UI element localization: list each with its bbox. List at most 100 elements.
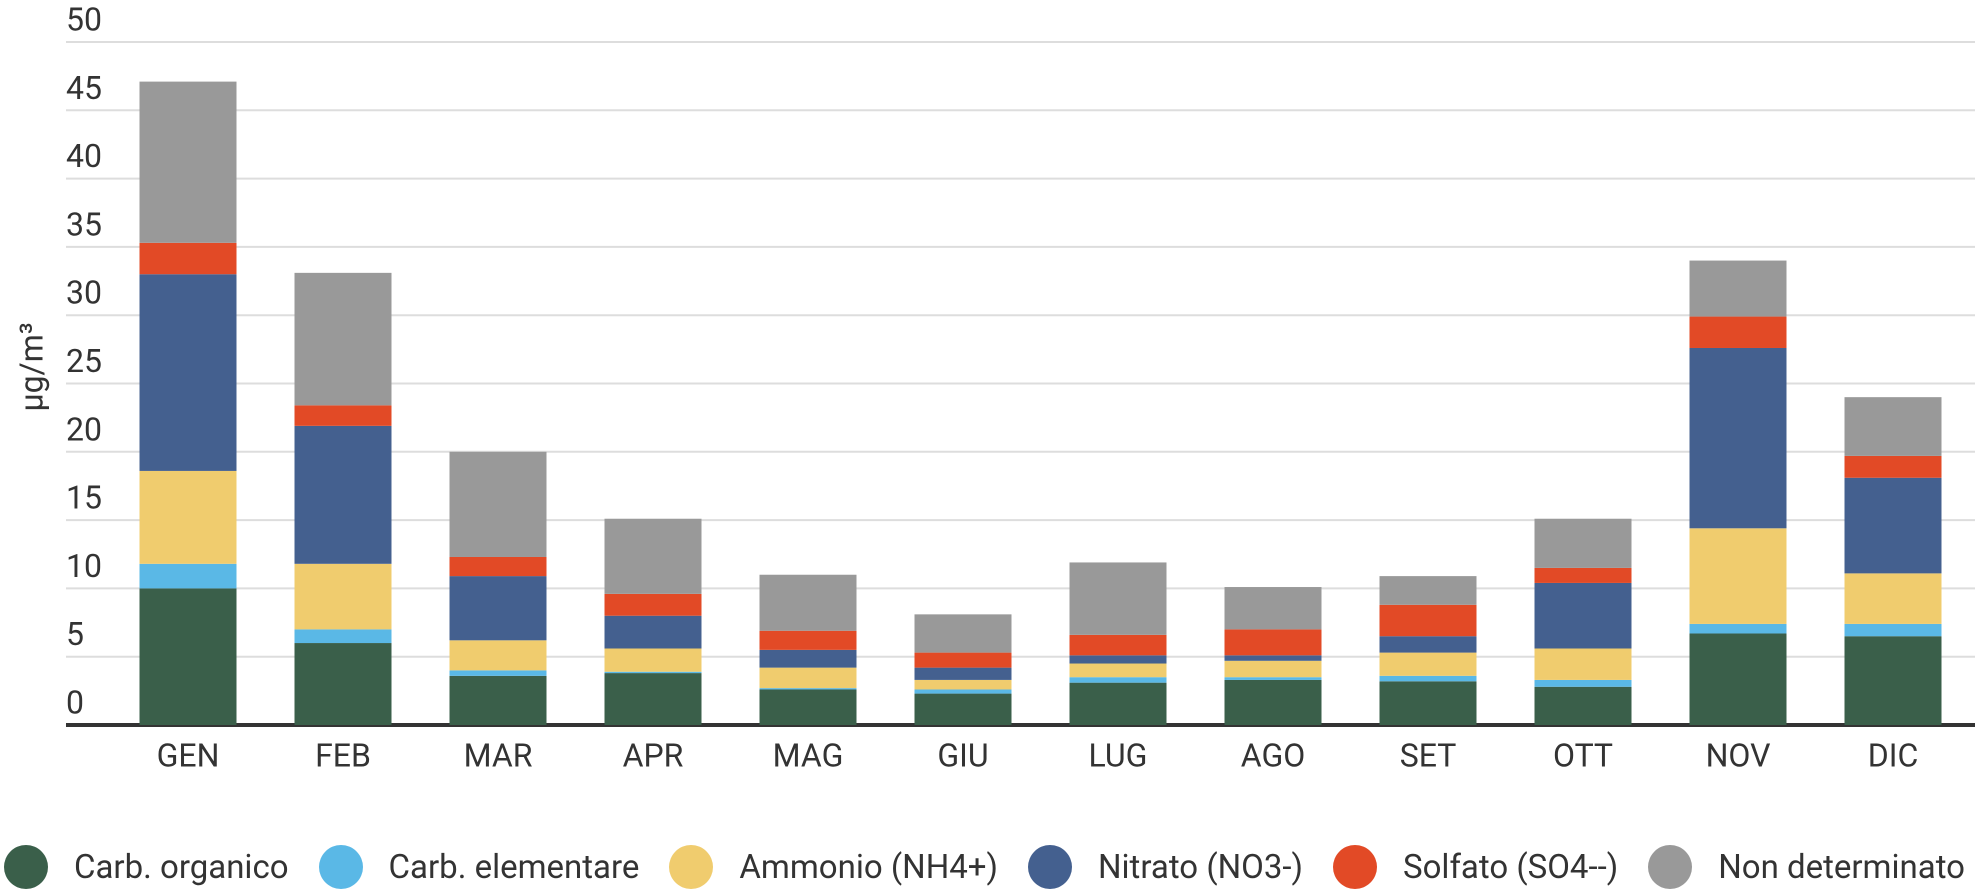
x-tick-label: GEN	[157, 736, 220, 774]
bar-segment	[140, 588, 237, 725]
bar-segment	[760, 668, 857, 688]
legend-item: Nitrato (NO3-)	[1028, 845, 1303, 889]
bar-segment	[760, 689, 857, 725]
bar-segment	[140, 243, 237, 274]
bar-segment	[605, 616, 702, 649]
legend-swatch	[1333, 845, 1377, 889]
legend-item: Ammonio (NH4+)	[669, 845, 998, 889]
bar-segment	[1535, 583, 1632, 649]
bar-segment	[295, 273, 392, 406]
y-tick-label: 10	[66, 547, 102, 585]
y-tick-label: 5	[66, 615, 84, 653]
x-tick-label: MAR	[464, 736, 533, 774]
legend-label: Ammonio (NH4+)	[739, 848, 998, 887]
bar-segment	[1535, 649, 1632, 680]
bar-segment	[450, 676, 547, 725]
bar-segment	[1225, 629, 1322, 655]
x-tick-label: NOV	[1706, 736, 1771, 774]
bar-segment	[1380, 676, 1477, 681]
legend-item: Carb. elementare	[319, 845, 640, 889]
bar-segment	[1845, 397, 1942, 456]
bar-segment	[140, 564, 237, 589]
bar-segment	[1845, 573, 1942, 624]
y-tick-label: 20	[66, 410, 102, 448]
bar-segment	[760, 575, 857, 631]
bar-segment	[605, 519, 702, 594]
bar-segment	[1845, 478, 1942, 574]
bar-segment	[1225, 677, 1322, 680]
bar-segment	[915, 689, 1012, 693]
x-tick-label: LUG	[1089, 736, 1148, 774]
page: µg/m³ 05101520253035404550GENFEBMARAPRMA…	[0, 0, 1983, 888]
bar-segment	[1535, 568, 1632, 583]
bar-segment	[1690, 317, 1787, 348]
x-tick-label: DIC	[1868, 736, 1919, 774]
y-tick-label: 50	[66, 0, 102, 38]
legend-label: Solfato (SO4--)	[1403, 848, 1618, 887]
y-axis-label: µg/m³	[12, 322, 50, 411]
bar-segment	[450, 576, 547, 640]
legend-item: Non determinato	[1648, 845, 1965, 889]
legend-swatch	[669, 845, 713, 889]
y-tick-label: 0	[66, 683, 84, 721]
bar-segment	[1225, 661, 1322, 677]
legend-swatch	[1648, 845, 1692, 889]
bar-segment	[140, 82, 237, 243]
x-tick-label: AGO	[1241, 736, 1306, 774]
bar-segment	[1225, 680, 1322, 725]
bar-segment	[915, 680, 1012, 690]
y-tick-label: 45	[66, 69, 102, 107]
bar-segment	[915, 668, 1012, 680]
bar-segment	[1070, 683, 1167, 725]
y-tick-label: 25	[66, 342, 102, 380]
bar-segment	[1690, 633, 1787, 725]
bar-segment	[915, 653, 1012, 668]
bar-segment	[1380, 576, 1477, 605]
x-tick-label: SET	[1400, 736, 1457, 774]
bar-segment	[1070, 655, 1167, 663]
bar-segment	[1690, 348, 1787, 528]
y-tick-label: 15	[66, 479, 102, 517]
bar-segment	[1535, 687, 1632, 725]
x-tick-label: MAG	[773, 736, 844, 774]
legend-label: Carb. elementare	[389, 848, 640, 887]
legend-swatch	[4, 845, 48, 889]
bar-segment	[450, 640, 547, 670]
bar-segment	[295, 426, 392, 564]
bar-segment	[295, 405, 392, 425]
legend-swatch	[1028, 845, 1072, 889]
bar-segment	[915, 614, 1012, 652]
bar-segment	[1380, 605, 1477, 636]
bar-segment	[1690, 261, 1787, 317]
legend-label: Nitrato (NO3-)	[1098, 848, 1303, 887]
bar-segment	[1845, 456, 1942, 478]
y-tick-label: 30	[66, 274, 102, 312]
bar-segment	[140, 274, 237, 471]
legend-item: Carb. organico	[4, 845, 289, 889]
bar-segment	[140, 471, 237, 564]
bar-segment	[295, 629, 392, 643]
bar-segment	[450, 670, 547, 675]
x-tick-label: OTT	[1553, 736, 1613, 774]
x-tick-label: APR	[623, 736, 684, 774]
bar-segment	[1380, 636, 1477, 652]
y-tick-label: 40	[66, 137, 102, 175]
bar-segment	[1070, 562, 1167, 634]
x-tick-label: GIU	[937, 736, 988, 774]
bar-segment	[1380, 681, 1477, 725]
bar-segment	[1380, 653, 1477, 676]
bar-segment	[605, 649, 702, 672]
legend-label: Carb. organico	[74, 848, 289, 887]
bar-segment	[1535, 680, 1632, 687]
bar-segment	[295, 643, 392, 725]
legend-label: Non determinato	[1718, 848, 1965, 887]
bar-segment	[295, 564, 392, 630]
bar-segment	[605, 673, 702, 725]
legend-item: Solfato (SO4--)	[1333, 845, 1618, 889]
bar-segment	[1225, 655, 1322, 660]
bar-segment	[605, 672, 702, 673]
bar-segment	[760, 631, 857, 650]
bar-segment	[1690, 528, 1787, 624]
bar-segment	[450, 557, 547, 576]
